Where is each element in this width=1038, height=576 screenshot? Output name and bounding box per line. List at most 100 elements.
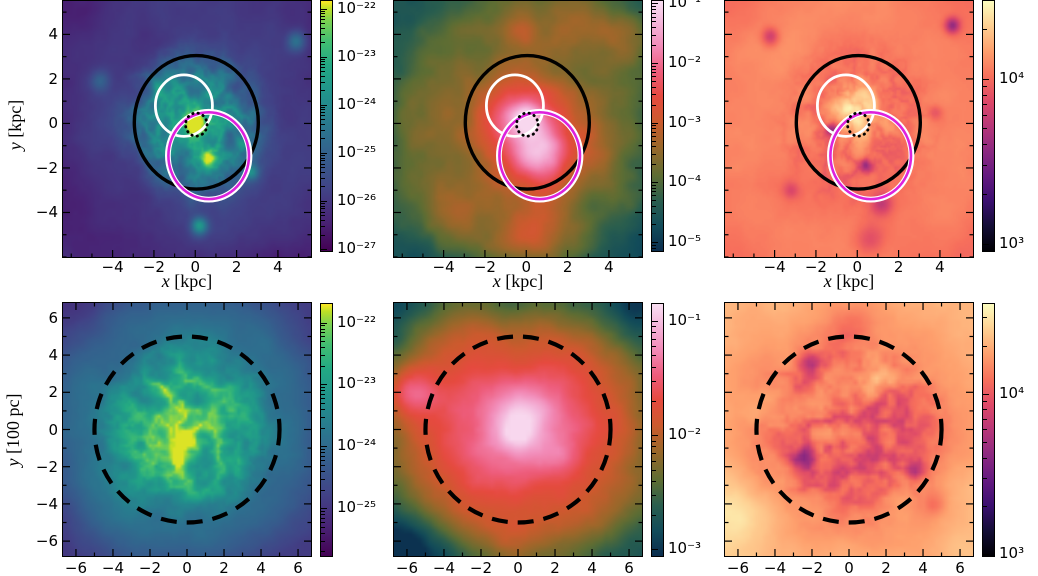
colorbar-minor-tick	[983, 429, 987, 431]
dotted-circle	[184, 111, 209, 138]
y-tick-label: 2	[48, 383, 58, 402]
x-tick-label: −2	[469, 559, 493, 576]
top-middle-overlay	[394, 11, 642, 257]
colorbar-minor-tick	[321, 354, 325, 356]
y-tick-label: 4	[48, 346, 58, 365]
colorbar-minor-tick	[652, 6, 656, 8]
colorbar-minor-tick	[321, 75, 325, 77]
x-tick-label: 4	[587, 559, 597, 576]
colorbar-major-tick	[983, 554, 989, 555]
y-tick-label: −2	[35, 158, 58, 177]
colorbar-major-tick	[983, 244, 989, 246]
colorbar-minor-tick	[652, 125, 656, 127]
colorbar-bottom-middle	[651, 303, 664, 557]
x-tick-label: 2	[219, 559, 229, 576]
panel-top-middle-map	[393, 0, 643, 258]
panel-top-right-map	[724, 0, 974, 258]
colorbar-minor-tick	[652, 380, 656, 382]
colorbar-minor-tick	[652, 128, 656, 130]
colorbar-tick-label: 10³	[999, 544, 1025, 562]
colorbar-minor-tick	[321, 489, 325, 491]
colorbar-major-tick	[652, 182, 658, 184]
colorbar-tick-label: 10⁻²	[668, 53, 702, 71]
x-tick-label: −6	[726, 559, 750, 576]
colorbar-minor-tick	[321, 138, 325, 140]
colorbar-minor-tick	[321, 205, 325, 207]
colorbar-minor-tick	[652, 200, 656, 202]
x-tick-label: −4	[101, 258, 124, 276]
colorbar-minor-tick	[983, 115, 987, 117]
colorbar-minor-tick	[321, 409, 325, 411]
colorbar-minor-tick	[652, 223, 656, 225]
bottom-middle-map-canvas	[394, 303, 642, 556]
colorbar-major-tick	[321, 508, 327, 510]
x-tick-label: −4	[763, 258, 786, 276]
colorbar-minor-tick	[652, 460, 656, 462]
colorbar-minor-tick	[321, 455, 325, 457]
colorbar-major-tick	[321, 8, 327, 10]
white-circle	[484, 73, 545, 138]
panel-top-left-map	[62, 0, 312, 258]
x-tick-label: 6	[293, 559, 303, 576]
colorbar-major-tick	[652, 241, 658, 243]
x-tick-label: 2	[231, 258, 242, 276]
top-right-colorbar-gradient	[983, 1, 994, 251]
colorbar-minor-tick	[321, 208, 325, 210]
colorbar-minor-tick	[652, 205, 656, 207]
x-tick-label: 6	[624, 559, 634, 576]
colorbar-major-tick	[652, 63, 658, 64]
panel-bottom-right-map	[724, 302, 974, 557]
colorbar-minor-tick	[983, 409, 987, 411]
top-right-overlay	[725, 11, 973, 257]
colorbar-minor-tick	[321, 123, 325, 125]
x-axis-label-top-right: x [kpc]	[823, 271, 875, 291]
colorbar-minor-tick	[652, 68, 656, 70]
colorbar-minor-tick	[321, 112, 325, 114]
colorbar-minor-tick	[983, 457, 987, 459]
colorbar-minor-tick	[983, 418, 987, 420]
colorbar-tick-label: 10⁻²⁵	[337, 498, 377, 517]
colorbar-minor-tick	[652, 469, 656, 471]
colorbar-tick-label: 10⁻²⁴	[337, 94, 377, 113]
colorbar-minor-tick	[652, 515, 656, 517]
dashed-circle	[92, 334, 282, 525]
colorbar-minor-tick	[652, 86, 656, 88]
y-tick-label: −6	[35, 532, 58, 551]
colorbar-minor-tick	[983, 104, 987, 106]
dashed-circle	[754, 334, 944, 525]
colorbar-minor-tick	[321, 13, 325, 15]
y-tick-label: 6	[48, 308, 58, 327]
colorbar-minor-tick	[983, 194, 987, 196]
colorbar-minor-tick	[321, 526, 325, 528]
colorbar-minor-tick	[652, 452, 656, 454]
colorbar-tick-label: 10⁻²³	[337, 46, 377, 65]
x-tick-label: 2	[562, 258, 573, 276]
colorbar-minor-tick	[321, 365, 325, 367]
colorbar-minor-tick	[652, 195, 656, 197]
top-middle-map-canvas	[394, 1, 642, 257]
colorbar-minor-tick	[321, 551, 325, 553]
colorbar-tick-label: 10⁻²⁴	[337, 436, 377, 455]
colorbar-tick-label: 10⁻⁴	[668, 172, 702, 191]
colorbar-minor-tick	[652, 244, 656, 246]
x-tick-label: −2	[473, 258, 496, 276]
colorbar-minor-tick	[321, 332, 325, 334]
colorbar-top-middle	[651, 0, 664, 252]
colorbar-minor-tick	[321, 67, 325, 69]
colorbar-minor-tick	[652, 326, 656, 328]
x-tick-label: 4	[256, 559, 266, 576]
colorbar-minor-tick	[321, 226, 325, 228]
x-tick-label: 6	[955, 559, 965, 576]
colorbar-major-tick	[321, 56, 327, 58]
colorbar-minor-tick	[983, 144, 987, 146]
colorbar-minor-tick	[321, 19, 325, 21]
colorbar-major-tick	[652, 122, 658, 124]
colorbar-minor-tick	[983, 28, 987, 30]
top-right-map-canvas	[725, 1, 973, 257]
colorbar-minor-tick	[321, 172, 325, 173]
colorbar-minor-tick	[321, 58, 325, 60]
colorbar-major-tick	[321, 446, 327, 448]
colorbar-minor-tick	[321, 203, 325, 205]
bottom-middle-colorbar-gradient	[652, 304, 663, 556]
colorbar-minor-tick	[321, 81, 325, 83]
